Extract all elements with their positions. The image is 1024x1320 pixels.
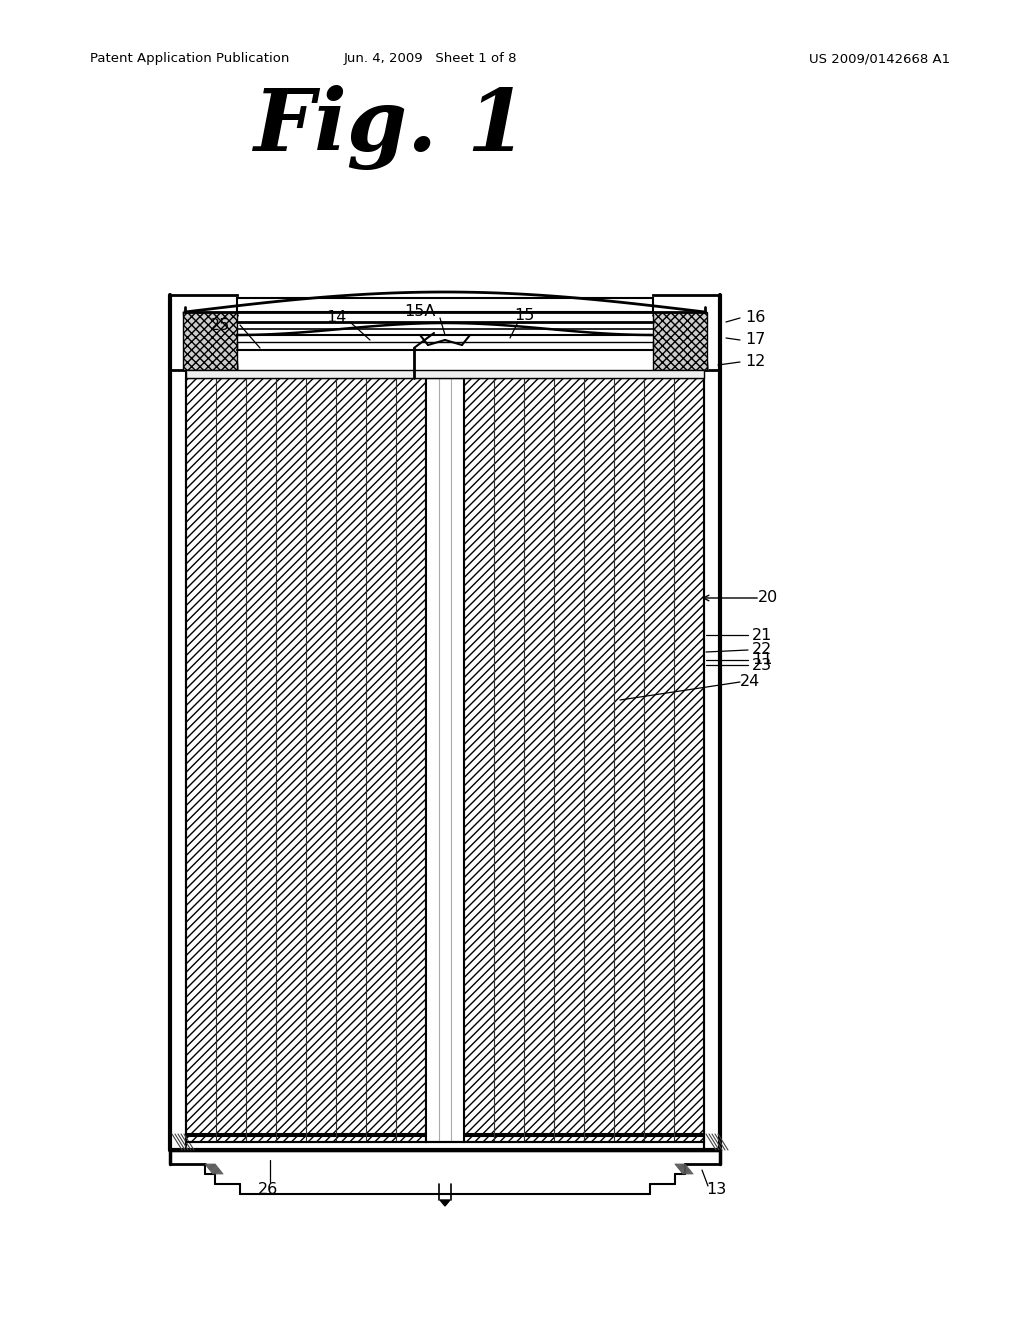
Bar bbox=[426, 378, 464, 1142]
Bar bbox=[186, 378, 426, 1142]
Text: 14: 14 bbox=[326, 310, 346, 326]
Bar bbox=[464, 378, 705, 1142]
Text: Jun. 4, 2009   Sheet 1 of 8: Jun. 4, 2009 Sheet 1 of 8 bbox=[343, 51, 517, 65]
Text: 17: 17 bbox=[744, 333, 765, 347]
Text: 13: 13 bbox=[706, 1183, 726, 1197]
Text: Fig. 1: Fig. 1 bbox=[253, 84, 527, 170]
Text: 22: 22 bbox=[752, 643, 772, 657]
Text: 26: 26 bbox=[258, 1183, 279, 1197]
Text: 15: 15 bbox=[514, 309, 535, 323]
Text: US 2009/0142668 A1: US 2009/0142668 A1 bbox=[809, 51, 950, 65]
Text: 12: 12 bbox=[744, 355, 765, 370]
Text: 24: 24 bbox=[740, 675, 760, 689]
Text: Patent Application Publication: Patent Application Publication bbox=[90, 51, 290, 65]
Bar bbox=[183, 312, 238, 370]
Text: 15A: 15A bbox=[404, 305, 435, 319]
Bar bbox=[186, 370, 705, 378]
Text: 11: 11 bbox=[752, 652, 772, 668]
Bar bbox=[653, 312, 708, 370]
Text: 25: 25 bbox=[210, 318, 230, 333]
Text: 20: 20 bbox=[758, 590, 778, 606]
Bar bbox=[238, 298, 653, 312]
Text: 16: 16 bbox=[744, 310, 765, 326]
Text: 21: 21 bbox=[752, 627, 772, 643]
Polygon shape bbox=[440, 1200, 450, 1206]
Text: 23: 23 bbox=[752, 657, 772, 672]
